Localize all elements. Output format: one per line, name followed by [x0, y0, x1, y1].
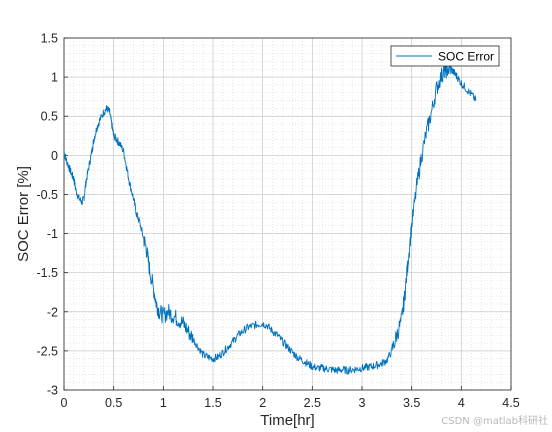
plot-area-background [64, 38, 511, 390]
y-tick-label: 0.5 [41, 110, 58, 124]
y-tick-label: -2.5 [36, 344, 58, 358]
legend-box [390, 45, 500, 67]
x-tick-label: 2 [259, 396, 266, 410]
legend: SOC Error [390, 45, 500, 67]
x-tick-label: 1.5 [204, 396, 221, 410]
y-tick-label: -1 [47, 227, 58, 241]
x-tick-label: 3 [359, 396, 366, 410]
watermark: CSDN @matlab科研社 [441, 414, 548, 427]
x-tick-label: 4 [458, 396, 465, 410]
y-tick-label: -0.5 [36, 188, 58, 202]
series-lines [63, 61, 477, 375]
y-axis-label: SOC Error [%] [15, 166, 32, 262]
y-tick-label: -1.5 [36, 266, 58, 280]
x-tick-label: 2.5 [304, 396, 321, 410]
y-tick-label: -3 [47, 384, 58, 398]
x-tick-label: 1 [160, 396, 167, 410]
y-tick-label: 1 [51, 71, 58, 85]
x-tick-label: 3.5 [403, 396, 420, 410]
x-axis-label: Time[hr] [260, 412, 314, 429]
y-tick-label: 0 [51, 149, 58, 163]
x-tick-label: 0.5 [105, 396, 122, 410]
x-axis-ticks: 0 0.5 1 1.5 2 2.5 3 3.5 4 4.5 [61, 386, 520, 410]
y-axis-ticks: 1.5 1 0.5 0 -0.5 -1 -1.5 -2 -2.5 -3 [36, 32, 68, 398]
plot-area-border [63, 37, 512, 391]
y-tick-label: 1.5 [41, 32, 58, 46]
legend-label-soc-error: SOC Error [438, 50, 494, 64]
x-tick-label: 4.5 [502, 396, 519, 410]
series-line-soc-error [63, 61, 477, 375]
y-tick-label: -2 [47, 305, 58, 319]
x-tick-label: 0 [61, 396, 68, 410]
